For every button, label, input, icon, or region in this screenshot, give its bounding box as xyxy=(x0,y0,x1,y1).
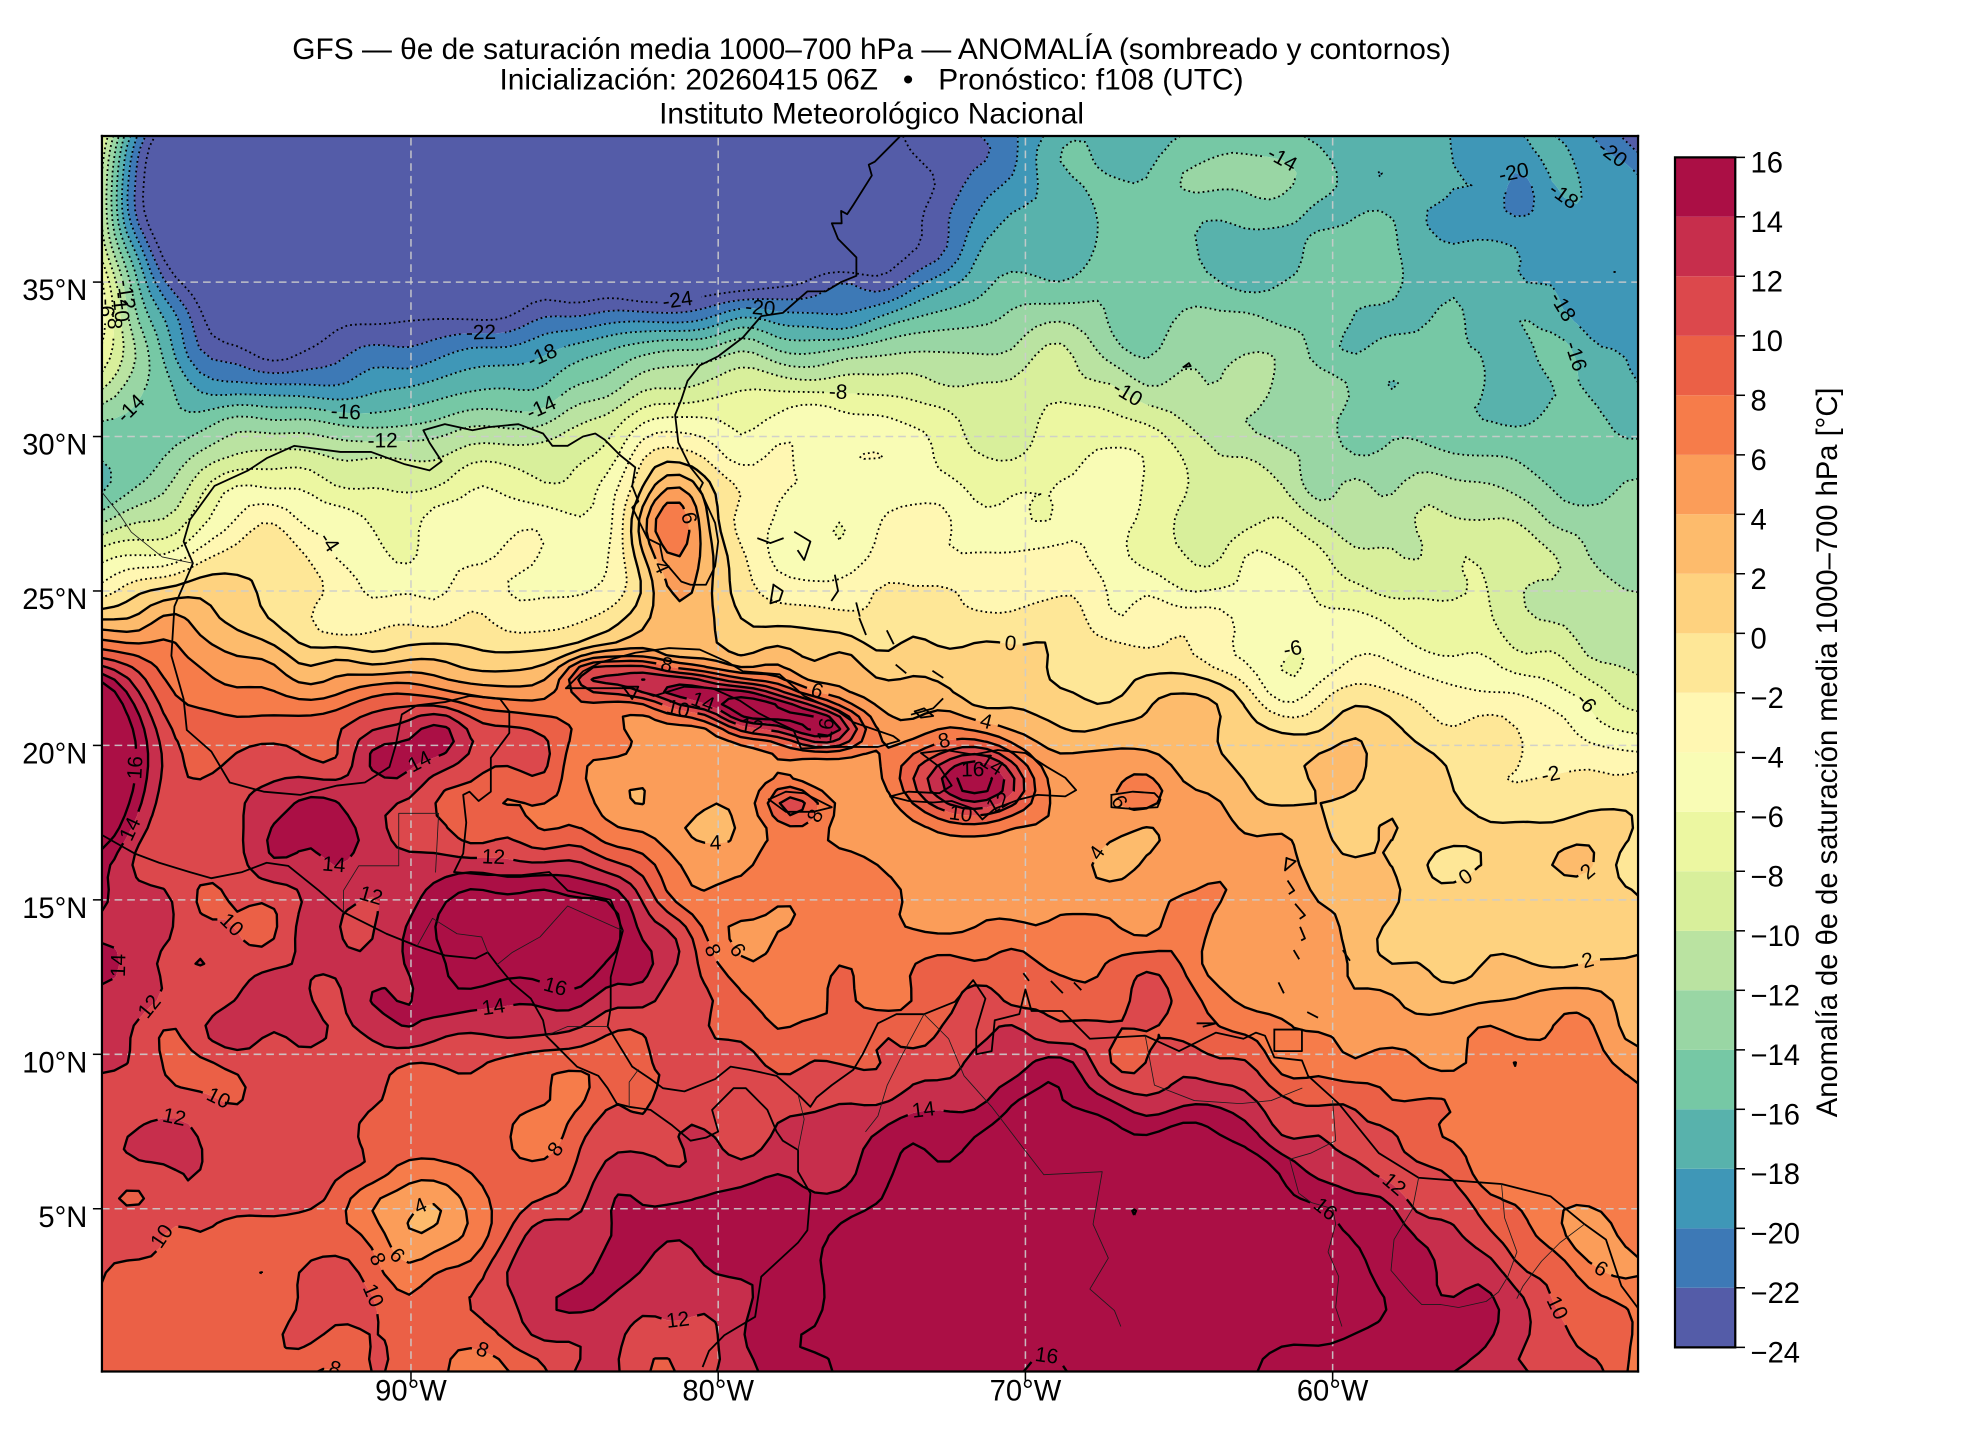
svg-text:-2: -2 xyxy=(1539,761,1562,787)
svg-text:6: 6 xyxy=(1751,445,1767,477)
svg-text:0: 0 xyxy=(1751,623,1767,655)
svg-text:Anomalía de θe de saturación m: Anomalía de θe de saturación media 1000–… xyxy=(1812,388,1844,1118)
svg-text:20°N: 20°N xyxy=(22,738,87,770)
svg-text:−24: −24 xyxy=(1751,1337,1800,1369)
svg-text:14: 14 xyxy=(480,994,506,1020)
svg-text:14: 14 xyxy=(1751,207,1783,239)
svg-text:-22: -22 xyxy=(466,321,497,345)
svg-text:−4: −4 xyxy=(1751,742,1784,774)
svg-text:10: 10 xyxy=(948,801,974,827)
svg-text:GFS — θe de saturación media 1: GFS — θe de saturación media 1000–700 hP… xyxy=(292,33,1451,66)
svg-text:16: 16 xyxy=(123,756,147,780)
svg-text:14: 14 xyxy=(107,954,131,978)
svg-text:-10: -10 xyxy=(108,291,134,323)
svg-text:−22: −22 xyxy=(1751,1278,1800,1310)
svg-text:14: 14 xyxy=(321,852,346,877)
svg-text:12: 12 xyxy=(1751,266,1783,298)
svg-text:5°N: 5°N xyxy=(38,1202,87,1234)
svg-text:8: 8 xyxy=(936,728,953,753)
svg-text:-6: -6 xyxy=(95,298,118,317)
svg-text:90°W: 90°W xyxy=(375,1375,447,1407)
svg-text:-12: -12 xyxy=(368,429,398,452)
svg-text:−10: −10 xyxy=(1751,921,1800,953)
svg-text:12: 12 xyxy=(160,1104,187,1131)
svg-text:70°W: 70°W xyxy=(990,1375,1062,1407)
svg-text:8: 8 xyxy=(658,653,674,678)
svg-text:-12: -12 xyxy=(112,278,139,311)
svg-text:-20: -20 xyxy=(744,295,776,321)
svg-text:16: 16 xyxy=(961,758,985,781)
svg-text:16: 16 xyxy=(813,717,839,743)
svg-text:6: 6 xyxy=(676,510,701,527)
svg-text:-16: -16 xyxy=(330,400,362,425)
svg-text:2: 2 xyxy=(1579,948,1596,973)
svg-text:0: 0 xyxy=(1004,632,1018,656)
svg-text:12: 12 xyxy=(665,1307,691,1333)
svg-text:10°N: 10°N xyxy=(22,1047,87,1079)
svg-text:−20: −20 xyxy=(1751,1218,1800,1250)
svg-text:4: 4 xyxy=(709,831,722,854)
svg-text:14: 14 xyxy=(911,1097,937,1123)
svg-text:−16: −16 xyxy=(1751,1099,1800,1131)
svg-text:2: 2 xyxy=(1751,564,1767,596)
svg-text:-6: -6 xyxy=(1281,636,1304,662)
svg-text:8: 8 xyxy=(326,1356,343,1381)
svg-text:-8: -8 xyxy=(828,380,848,404)
svg-text:25°N: 25°N xyxy=(22,584,87,616)
svg-text:−8: −8 xyxy=(1751,861,1784,893)
svg-text:15°N: 15°N xyxy=(22,893,87,925)
svg-text:−6: −6 xyxy=(1751,802,1784,834)
svg-text:Inicialización: 20260415 06Z: Inicialización: 20260415 06Z • Pronóstic… xyxy=(500,64,1244,97)
svg-text:12: 12 xyxy=(738,714,765,741)
svg-text:10: 10 xyxy=(664,695,692,723)
svg-text:16: 16 xyxy=(1034,1343,1060,1369)
svg-text:-8: -8 xyxy=(102,311,126,330)
svg-text:16: 16 xyxy=(1751,147,1783,179)
svg-text:12: 12 xyxy=(481,845,505,869)
svg-text:60°W: 60°W xyxy=(1297,1375,1369,1407)
svg-text:35°N: 35°N xyxy=(22,275,87,307)
svg-text:4: 4 xyxy=(978,709,995,734)
svg-text:8: 8 xyxy=(1751,385,1767,417)
svg-text:−18: −18 xyxy=(1751,1159,1800,1191)
svg-text:4: 4 xyxy=(1751,504,1767,536)
svg-text:30°N: 30°N xyxy=(22,430,87,462)
svg-text:-24: -24 xyxy=(661,287,694,314)
svg-text:80°W: 80°W xyxy=(682,1375,754,1407)
svg-text:−2: −2 xyxy=(1751,683,1784,715)
svg-text:−14: −14 xyxy=(1751,1040,1800,1072)
svg-text:10: 10 xyxy=(1751,326,1783,358)
svg-text:Instituto Meteorológico Nacion: Instituto Meteorológico Nacional xyxy=(659,98,1084,131)
svg-text:−12: −12 xyxy=(1751,980,1800,1012)
